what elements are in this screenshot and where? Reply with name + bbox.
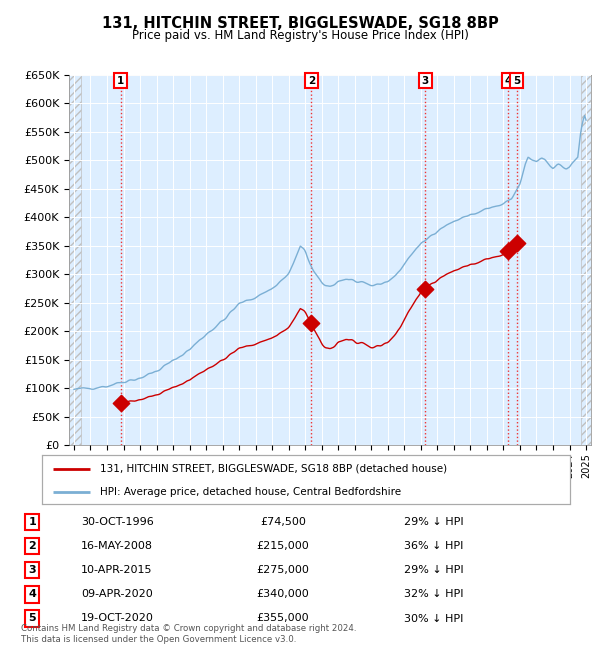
Point [512,238,521,248]
Text: 10-APR-2015: 10-APR-2015 [81,566,152,575]
Text: This data is licensed under the Open Government Licence v3.0.: This data is licensed under the Open Gov… [21,634,296,644]
Text: 3: 3 [28,566,36,575]
Text: HPI: Average price, detached house, Central Bedfordshire: HPI: Average price, detached house, Cent… [100,487,401,497]
Point [116,398,125,408]
Text: 29% ↓ HPI: 29% ↓ HPI [404,566,463,575]
Text: 131, HITCHIN STREET, BIGGLESWADE, SG18 8BP: 131, HITCHIN STREET, BIGGLESWADE, SG18 8… [101,16,499,31]
Text: 2: 2 [28,541,36,551]
Text: 1: 1 [28,517,36,527]
Text: 16-MAY-2008: 16-MAY-2008 [81,541,153,551]
Text: Price paid vs. HM Land Registry's House Price Index (HPI): Price paid vs. HM Land Registry's House … [131,29,469,42]
Text: 30% ↓ HPI: 30% ↓ HPI [404,614,463,623]
Point [307,317,316,328]
Text: 1: 1 [117,76,124,86]
Text: 2: 2 [308,76,315,86]
Text: 4: 4 [28,590,36,599]
Text: 5: 5 [28,614,36,623]
Text: £275,000: £275,000 [256,566,309,575]
Point [421,283,430,294]
Text: 131, HITCHIN STREET, BIGGLESWADE, SG18 8BP (detached house): 131, HITCHIN STREET, BIGGLESWADE, SG18 8… [100,463,447,474]
Text: £74,500: £74,500 [260,517,305,527]
Text: 5: 5 [513,76,520,86]
Text: 29% ↓ HPI: 29% ↓ HPI [404,517,463,527]
Text: 4: 4 [504,76,512,86]
Text: Contains HM Land Registry data © Crown copyright and database right 2024.: Contains HM Land Registry data © Crown c… [21,624,356,633]
Text: 36% ↓ HPI: 36% ↓ HPI [404,541,463,551]
Text: 30-OCT-1996: 30-OCT-1996 [81,517,154,527]
Point [503,246,513,257]
Text: 3: 3 [422,76,429,86]
Text: £355,000: £355,000 [256,614,309,623]
Text: 09-APR-2020: 09-APR-2020 [81,590,153,599]
Text: 32% ↓ HPI: 32% ↓ HPI [404,590,463,599]
Text: £215,000: £215,000 [256,541,309,551]
Text: £340,000: £340,000 [256,590,309,599]
Text: 19-OCT-2020: 19-OCT-2020 [81,614,154,623]
